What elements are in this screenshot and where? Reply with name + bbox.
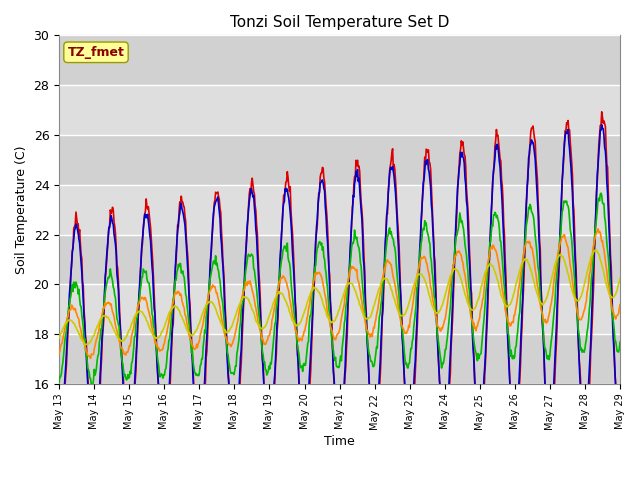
X-axis label: Time: Time [324, 435, 355, 448]
Bar [59, 36, 620, 85]
-32cm [274, 290, 282, 296]
-2cm [224, 368, 232, 373]
-2cm [252, 208, 260, 214]
-16cm [253, 310, 260, 315]
Line: -32cm: -32cm [59, 250, 620, 345]
-32cm [616, 276, 624, 281]
-4cm [121, 409, 129, 415]
Bar [59, 85, 620, 135]
-8cm [122, 374, 129, 380]
-8cm [398, 327, 406, 333]
-2cm [398, 324, 406, 330]
-32cm [253, 319, 260, 324]
Line: -8cm: -8cm [59, 193, 620, 385]
-32cm [225, 329, 232, 335]
Line: -16cm: -16cm [59, 229, 620, 359]
Y-axis label: Soil Temperature (C): Soil Temperature (C) [15, 145, 28, 274]
-32cm [55, 335, 63, 341]
Bar [59, 135, 620, 185]
-4cm [252, 227, 260, 232]
-16cm [398, 323, 406, 328]
-16cm [122, 352, 129, 358]
-2cm [429, 233, 437, 239]
-4cm [273, 320, 281, 326]
-16cm [274, 286, 282, 292]
-8cm [274, 286, 282, 292]
-4cm [429, 226, 436, 232]
Line: -2cm: -2cm [59, 112, 620, 451]
Bar [59, 334, 620, 384]
-2cm [273, 328, 281, 334]
Bar [59, 235, 620, 284]
Bar [59, 284, 620, 334]
-4cm [224, 372, 232, 378]
-16cm [87, 356, 95, 361]
-4cm [55, 438, 63, 444]
-32cm [592, 247, 600, 253]
-4cm [397, 313, 405, 319]
-2cm [598, 109, 605, 115]
-32cm [122, 335, 129, 340]
-8cm [429, 283, 437, 289]
-8cm [88, 383, 95, 388]
-32cm [398, 313, 406, 319]
Bar [59, 185, 620, 235]
-32cm [81, 342, 88, 348]
-16cm [616, 302, 624, 308]
Text: TZ_fmet: TZ_fmet [68, 46, 124, 59]
-8cm [616, 339, 624, 345]
-8cm [597, 190, 605, 196]
-16cm [594, 226, 602, 232]
-2cm [336, 448, 344, 454]
-2cm [616, 431, 624, 437]
Line: -4cm: -4cm [59, 125, 620, 441]
-4cm [598, 122, 605, 128]
-8cm [225, 359, 232, 365]
-16cm [225, 342, 232, 348]
Title: Tonzi Soil Temperature Set D: Tonzi Soil Temperature Set D [230, 15, 449, 30]
-4cm [616, 415, 624, 421]
-8cm [253, 286, 260, 292]
-2cm [55, 437, 63, 443]
-16cm [55, 350, 63, 356]
-16cm [429, 300, 437, 306]
-2cm [121, 407, 129, 412]
-32cm [429, 306, 437, 312]
-8cm [55, 379, 63, 385]
